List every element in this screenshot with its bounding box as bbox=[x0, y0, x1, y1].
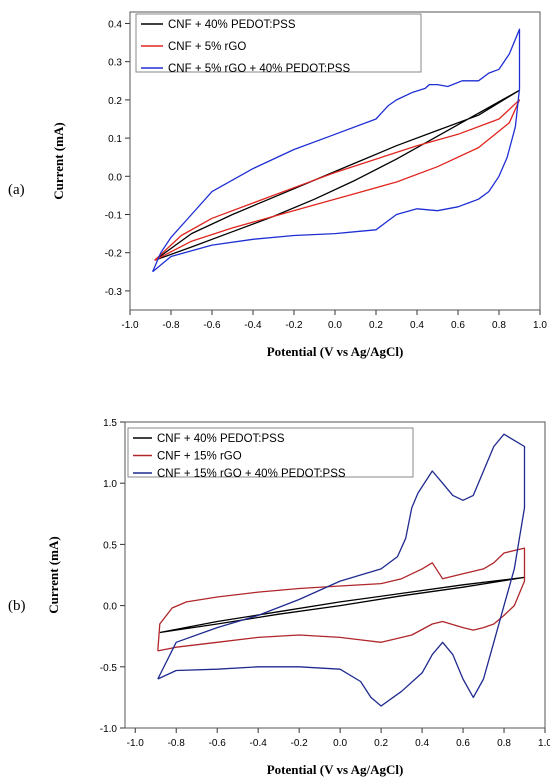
panel-a-xtick-label: 0.6 bbox=[451, 320, 465, 331]
panel-a-xtick-label: 0.0 bbox=[328, 320, 342, 331]
panel-a-xtick-label: -0.8 bbox=[162, 320, 180, 331]
panel-b-ylabel: Current (mA) bbox=[46, 536, 61, 613]
panel-a-legend: CNF + 40% PEDOT:PSS CNF + 5% rGO CNF + 5% … bbox=[135, 13, 422, 75]
panel-b-ytick-label: 1.0 bbox=[103, 479, 117, 490]
panel-b-xtick-label: -1.0 bbox=[127, 738, 145, 749]
panel-a-xtick-label: 0.4 bbox=[410, 320, 424, 331]
panel-b-legend-label-2: CNF + 15% rGO bbox=[157, 451, 242, 463]
panel-a-ytick-label: 0.2 bbox=[108, 96, 122, 107]
panel-a-ytick-label: -0.1 bbox=[105, 210, 123, 221]
panel-a-series-line-2 bbox=[154, 99, 521, 261]
panel-a-xlabel: Potential (V vs Ag/AgCl) bbox=[267, 344, 404, 359]
panel-b-xtick-label: 0.6 bbox=[456, 738, 470, 749]
panel-b-xtick-label: 0.2 bbox=[374, 738, 388, 749]
panel-a-ytick-label: 0.4 bbox=[108, 19, 122, 30]
panel-b-legend: CNF + 40% PEDOT:PSS CNF + 15% rGO CNF + 15… bbox=[127, 427, 414, 480]
panel-a-xtick-label: -1.0 bbox=[121, 320, 139, 331]
panel-b-xtick-label: -0.6 bbox=[209, 738, 227, 749]
panel-b-xtick-label: 0.0 bbox=[333, 738, 347, 749]
panel-b-ytick-label: -1.0 bbox=[100, 724, 118, 735]
panel-a-label: (a) bbox=[8, 182, 25, 198]
panel-b-ytick-label: 1.5 bbox=[103, 418, 117, 429]
panel-b-legend-label-3: CNF + 15% rGO + 40% PEDOT:PSS bbox=[157, 468, 346, 480]
panel-b-xtick-label: 0.8 bbox=[497, 738, 511, 749]
panel-a-ytick-label: 0.0 bbox=[108, 172, 122, 183]
panel-b-xtick-label: -0.4 bbox=[250, 738, 268, 749]
panel-a-ylabel: Current (mA) bbox=[51, 122, 66, 199]
panel-b-legend-box bbox=[127, 427, 414, 478]
panel-a-ytick-label: -0.2 bbox=[105, 249, 123, 260]
panel-b-series bbox=[157, 433, 526, 707]
panel-a-legend-label-3: CNF + 5% rGO + 40% PEDOT:PSS bbox=[168, 63, 350, 75]
panel-a-ytick-label: 0.3 bbox=[108, 58, 122, 69]
panel-b-xlabel: Potential (V vs Ag/AgCl) bbox=[267, 762, 404, 777]
panel-b-xtick-label: 1.0 bbox=[538, 738, 550, 749]
panel-b-series-line-2 bbox=[157, 547, 526, 652]
panel-a-plot-frame bbox=[129, 11, 541, 311]
panel-b-legend-label-1: CNF + 40% PEDOT:PSS bbox=[157, 433, 285, 445]
panel-b-plot-frame bbox=[124, 421, 546, 729]
panel-b-ytick-label: 0.0 bbox=[103, 602, 117, 613]
panel-b-xtick-label: -0.2 bbox=[291, 738, 309, 749]
panel-b-xtick-label: 0.4 bbox=[415, 738, 429, 749]
panel-b-series-line-3 bbox=[157, 433, 526, 707]
panel-b-ytick-label: 0.5 bbox=[103, 540, 117, 551]
panel-a-legend-label-2: CNF + 5% rGO bbox=[168, 41, 246, 53]
panel-a-xtick-label: 1.0 bbox=[533, 320, 547, 331]
panel-a-xtick-label: 0.2 bbox=[369, 320, 383, 331]
panel-a-series bbox=[152, 28, 521, 273]
panel-b-ytick-label: -0.5 bbox=[100, 663, 118, 674]
panel-a-xtick-label: -0.4 bbox=[244, 320, 262, 331]
panel-b-chart: (b) -1.0 -0.8 -0.6 -0.4 -0.2 0.0 0.2 0.4 0.6 0.8 1… bbox=[8, 418, 550, 777]
panel-b-ticks: -1.0 -0.8 -0.6 -0.4 -0.2 0.0 0.2 0.4 0.6 0.8 1.0 -1… bbox=[100, 418, 550, 749]
panel-b-xtick-label: -0.8 bbox=[168, 738, 186, 749]
panel-a-ytick-label: 0.1 bbox=[108, 134, 122, 145]
panel-a-legend-box bbox=[135, 13, 422, 73]
panel-a-legend-label-1: CNF + 40% PEDOT:PSS bbox=[168, 19, 296, 31]
panel-a-xtick-label: -0.6 bbox=[203, 320, 221, 331]
panel-a-xtick-label: -0.2 bbox=[285, 320, 303, 331]
panel-a-ticks: -1.0 -0.8 -0.6 -0.4 -0.2 0.0 0.2 0.4 0.6 0.8 1.0 -0… bbox=[105, 19, 548, 331]
panel-a-chart: (a) -1.0 -0.8 -0.6 -0.4 -0.2 0.0 0.2 0.4 0.6 0.8 1… bbox=[8, 11, 548, 359]
panel-a-ytick-label: -0.3 bbox=[105, 287, 123, 298]
panel-a-series-line-3 bbox=[152, 28, 521, 273]
panel-b-label: (b) bbox=[8, 598, 26, 614]
panel-a-xtick-label: 0.8 bbox=[492, 320, 506, 331]
